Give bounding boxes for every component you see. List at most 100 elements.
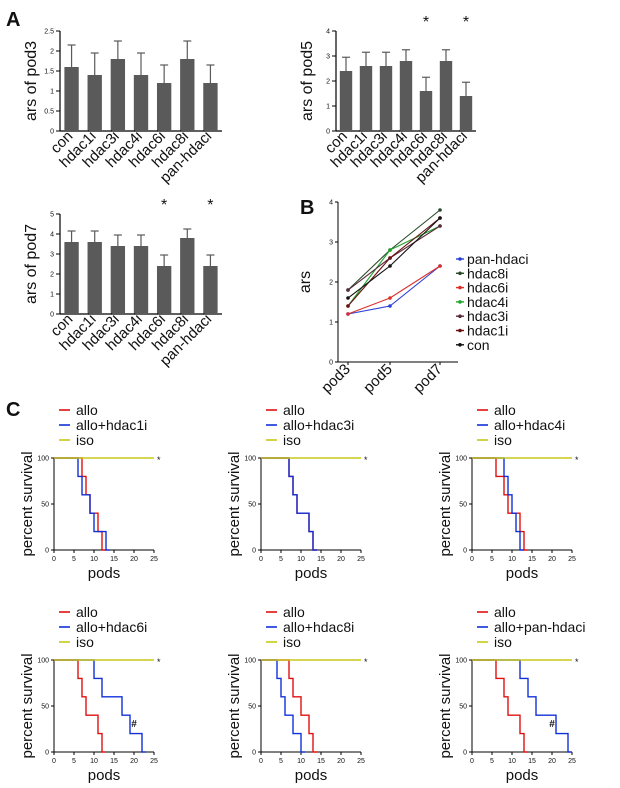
legend-label: iso [494,432,512,448]
x-tick-label: 0 [470,556,474,563]
y-tick-label: 2 [329,280,333,287]
significance-star: * [423,14,429,31]
significance-star: * [364,455,368,465]
x-tick-label: 10 [297,758,305,765]
x-tick-label: 5 [72,758,76,765]
significance-star: * [364,657,368,667]
data-point [346,288,350,292]
bar [180,59,195,131]
y-tick-label: 3 [50,252,54,259]
x-tick-label: 0 [52,758,56,765]
data-point [438,224,442,228]
y-axis-label: percent survival [437,451,454,556]
y-tick-label: 100 [244,456,256,463]
data-point [388,264,392,268]
x-tick-label: 10 [297,556,305,563]
y-tick-label: 0 [252,750,256,757]
bar [87,242,102,314]
y-axis-label: ars of pod5 [299,41,316,121]
data-point [346,296,350,300]
y-tick-label: 0 [50,312,54,319]
legend-label: hdac8i [467,265,508,281]
y-tick-label: 0 [45,750,49,757]
y-tick-label: 100 [455,456,467,463]
x-axis-label: pods [295,565,328,582]
data-point [388,304,392,308]
y-tick-label: 0 [45,548,49,555]
survival-curve [54,659,106,753]
bar [133,75,149,131]
y-tick-label: 50 [41,502,49,509]
y-tick-label: 2 [50,49,54,56]
y-tick-label: 100 [244,658,256,665]
y-tick-label: 1 [50,89,54,96]
x-axis-label: pods [88,767,121,784]
x-tick-label: 20 [337,556,345,563]
y-axis-label: percent survival [19,451,36,556]
x-tick-label: 15 [528,556,536,563]
bar [156,266,172,314]
x-tick-label: 15 [110,556,118,563]
x-tick-label: 20 [130,556,138,563]
survival-curve [54,457,110,551]
legend-label: hdac6i [467,280,508,296]
legend-label: allo [494,402,516,418]
y-tick-label: 0 [463,750,467,757]
survival-curve [472,659,528,753]
y-tick-label: 50 [459,704,467,711]
significance-star: * [161,197,167,214]
bar [419,91,433,131]
x-tick-label: 5 [279,758,283,765]
bar [459,96,473,131]
legend-label: allo+pan-hdaci [494,619,585,635]
x-tick-label: 10 [90,556,98,563]
y-axis-label: ars of pod3 [23,41,40,121]
survival-chart-hdac6i: 0 50 100 0 5 10 15 20 25 pods percent survival allo… [19,604,161,784]
x-tick-label: 5 [72,556,76,563]
y-tick-label: 5 [50,212,54,219]
legend-marker [458,271,462,276]
y-tick-label: 0 [329,360,333,367]
significance-hash: # [549,719,555,730]
significance-star: * [157,455,161,465]
significance-star: * [207,197,213,214]
data-point [346,312,350,316]
x-tick-label: 5 [490,758,494,765]
significance-star: * [575,657,579,667]
bar [87,75,102,131]
y-tick-label: 4 [326,29,330,36]
legend-label: pan-hdaci [467,251,529,267]
y-tick-label: 50 [41,704,49,711]
legend-label: allo+hdac3i [283,417,354,433]
y-axis-label: percent survival [437,653,454,758]
significance-star: * [463,14,469,31]
bar [64,67,79,131]
bar [133,246,149,314]
legend-label: hdac1i [467,323,508,339]
data-point [388,256,392,260]
legend-label: con [467,337,490,353]
legend-label: iso [283,634,301,650]
legend-label: allo [283,402,305,418]
survival-curve [472,457,524,551]
x-axis-label: pods [506,565,539,582]
survival-curve [472,457,528,551]
survival-chart-hdac1i: 0 50 100 0 5 10 15 20 25 pods percent survival allo… [19,402,161,582]
bar [110,59,126,131]
survival-chart-pan-hdaci: 0 50 100 0 5 10 15 20 25 pods percent survival allo… [437,604,585,784]
y-axis-label: percent survival [226,451,243,556]
y-tick-label: 0 [463,548,467,555]
panel-letter-b: B [300,197,314,219]
bar [339,71,353,131]
legend-marker [458,314,462,319]
x-tick-label: 5 [490,556,494,563]
x-tick-label: 25 [150,556,158,563]
x-axis-label: pods [295,767,328,784]
legend-label: hdac3i [467,308,508,324]
x-tick-label: 20 [548,758,556,765]
x-axis-label: pods [506,767,539,784]
y-tick-label: 0 [50,129,54,136]
x-tick-label: 25 [150,758,158,765]
legend-label: iso [283,432,301,448]
